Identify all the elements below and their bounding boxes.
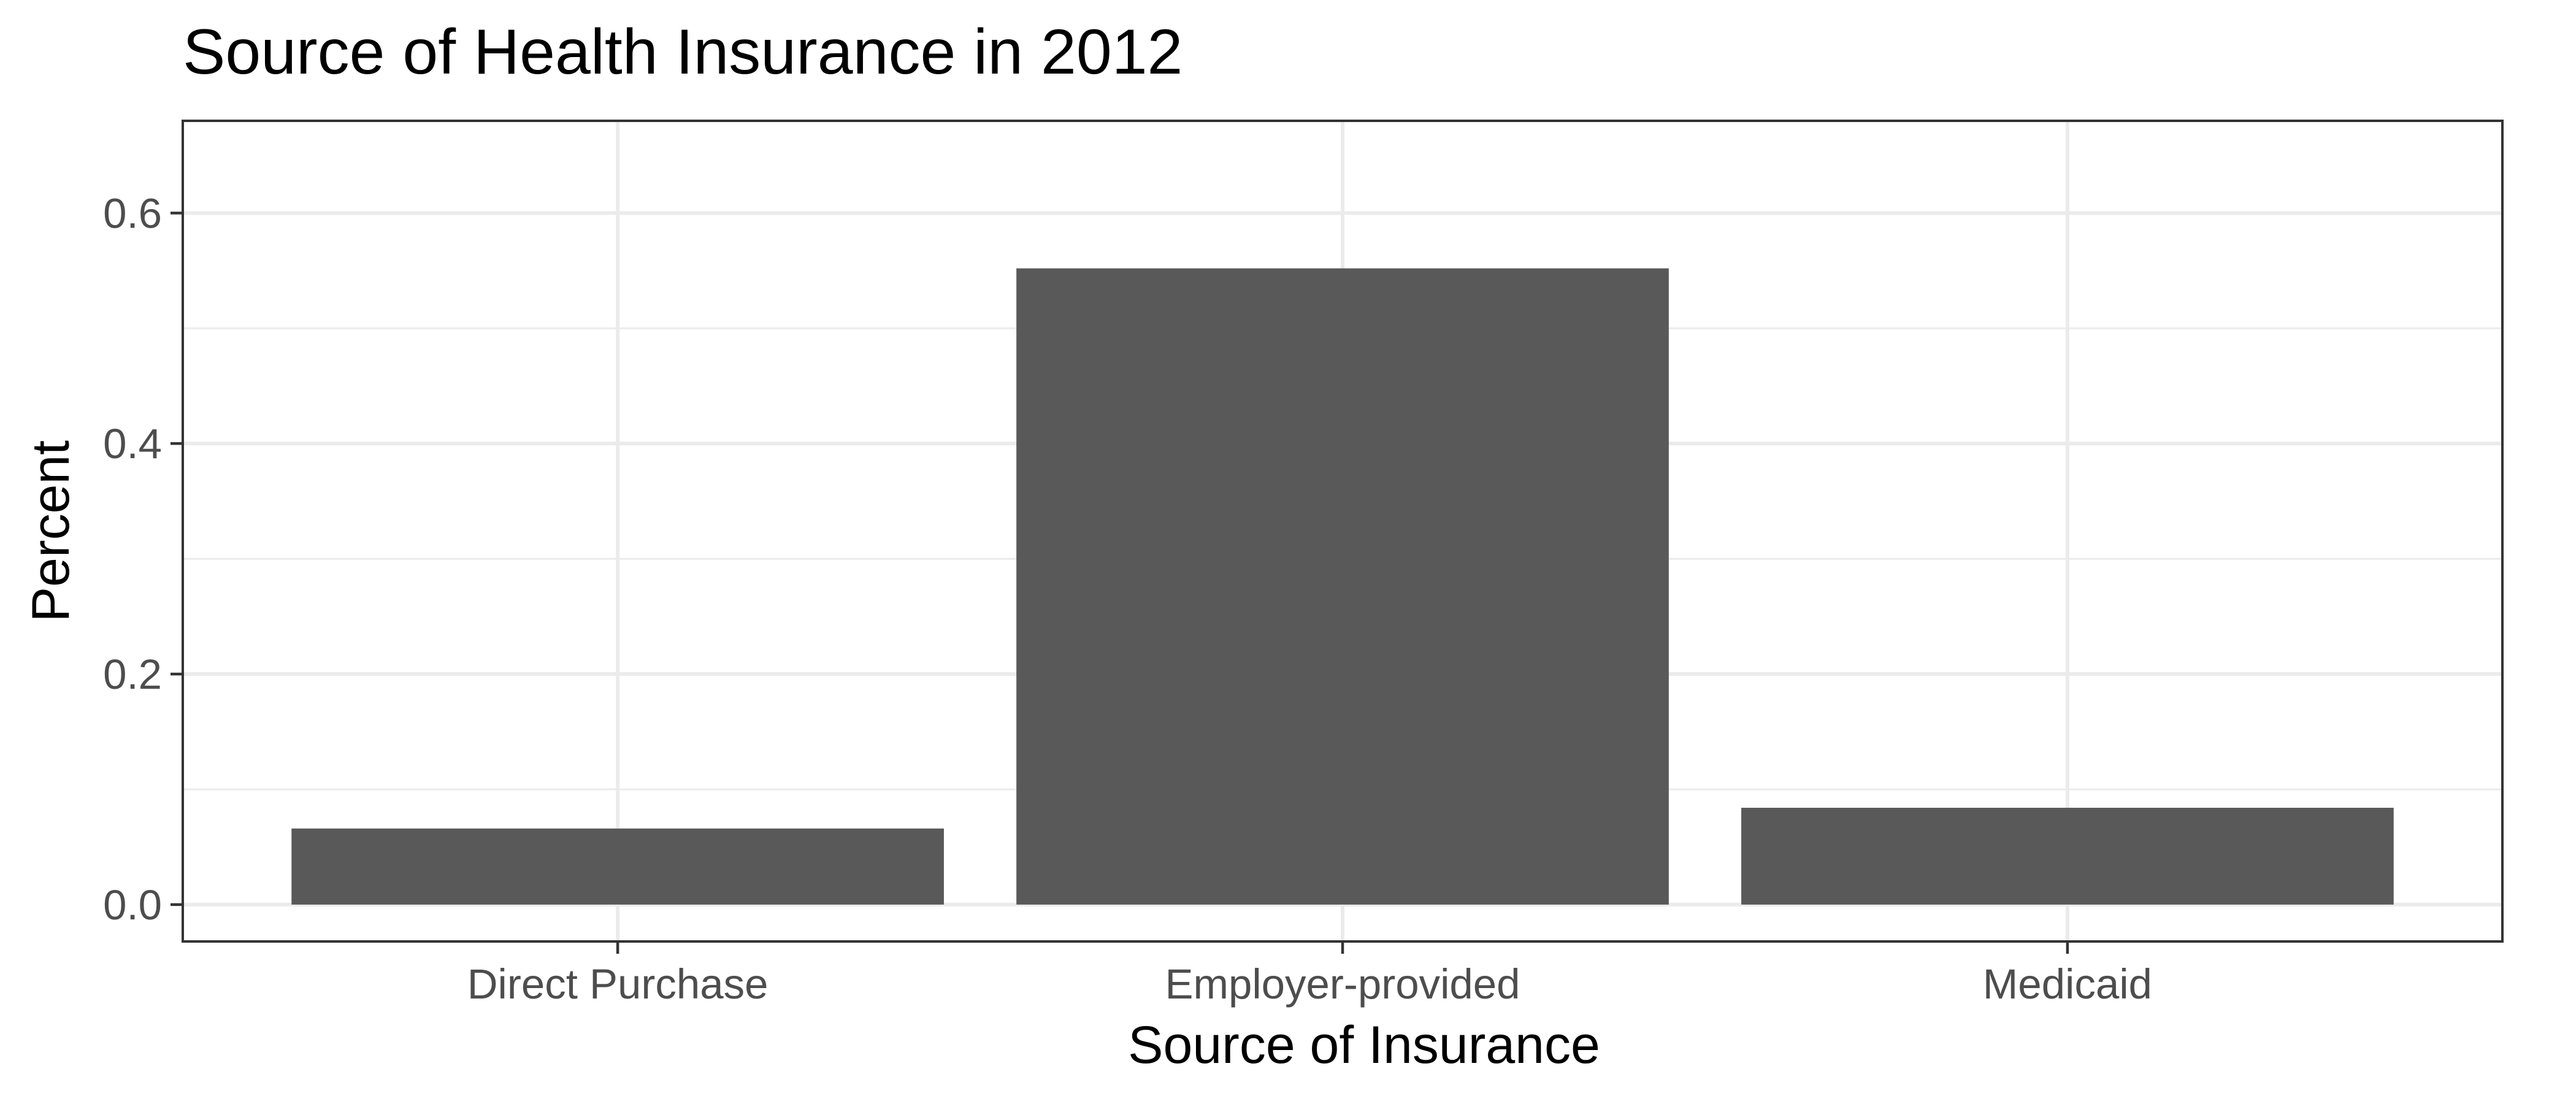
bar bbox=[291, 828, 944, 905]
x-tick-label: Employer-provided bbox=[1165, 960, 1520, 1008]
bar bbox=[1016, 268, 1669, 905]
x-tick-label: Direct Purchase bbox=[467, 960, 769, 1008]
y-axis: 0.0 0.2 0.4 0.6 bbox=[103, 190, 183, 929]
y-tick-label: 0.0 bbox=[103, 881, 162, 929]
y-tick-label: 0.4 bbox=[103, 420, 162, 467]
y-axis-title: Percent bbox=[21, 440, 80, 622]
x-axis-title: Source of Insurance bbox=[1128, 1016, 1600, 1075]
bar bbox=[1741, 808, 2394, 905]
chart-title: Source of Health Insurance in 2012 bbox=[183, 17, 1183, 88]
x-tick-label: Medicaid bbox=[1983, 960, 2152, 1008]
y-tick-label: 0.2 bbox=[103, 651, 162, 698]
x-axis: Direct Purchase Employer-provided Medicaid bbox=[467, 941, 2152, 1008]
bars bbox=[291, 268, 2394, 905]
y-tick-label: 0.6 bbox=[103, 190, 162, 237]
